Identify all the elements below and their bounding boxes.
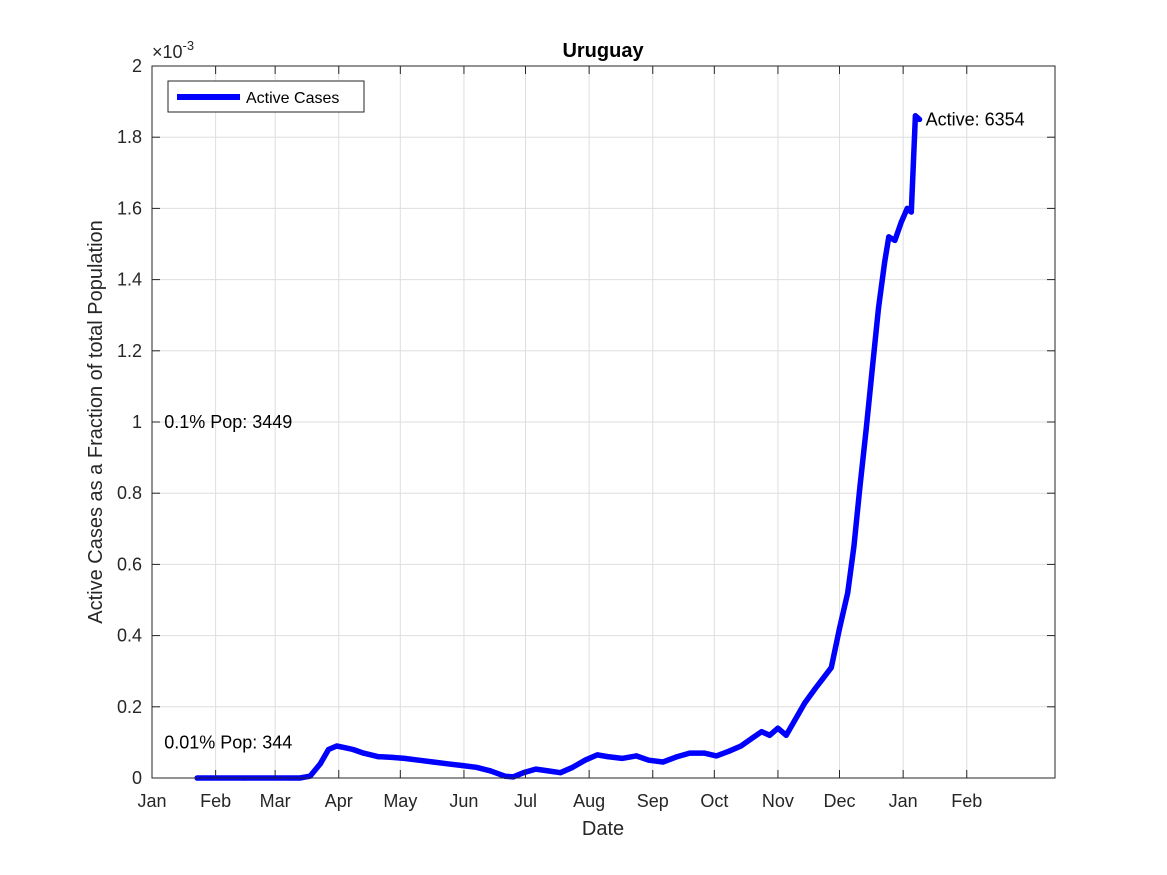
legend-label-active-cases: Active Cases bbox=[246, 90, 339, 107]
x-tick-label: Feb bbox=[200, 791, 231, 811]
data-point bbox=[802, 700, 808, 706]
data-point bbox=[360, 750, 366, 756]
data-point bbox=[619, 755, 625, 762]
data-point bbox=[863, 426, 869, 432]
x-tick-label: Jan bbox=[137, 791, 166, 811]
x-tick-label: Nov bbox=[762, 791, 794, 811]
data-point bbox=[738, 743, 744, 749]
annotation-label: 0.1% Pop: 3449 bbox=[164, 412, 292, 432]
x-tick-label: Jul bbox=[514, 791, 537, 811]
data-point bbox=[350, 746, 356, 753]
data-point bbox=[820, 675, 826, 681]
data-point bbox=[545, 768, 551, 774]
x-tick-label: Aug bbox=[573, 791, 605, 811]
data-point bbox=[430, 759, 436, 765]
y-tick-labels: 0 0.2 0.4 0.6 0.8 1 1.2 1.4 1.6 1.8 2 bbox=[117, 56, 142, 788]
data-point bbox=[674, 754, 681, 760]
data-point bbox=[857, 483, 863, 489]
data-point bbox=[892, 237, 898, 243]
x-tick-label: Oct bbox=[700, 791, 728, 811]
data-point bbox=[317, 761, 323, 767]
data-point bbox=[646, 757, 652, 763]
data-point bbox=[444, 761, 451, 767]
annotations: Active: 6354 0.1% Pop: 3449 0.01% Pop: 344 bbox=[164, 109, 1024, 752]
data-point bbox=[886, 234, 892, 240]
data-point bbox=[557, 770, 564, 776]
data-point bbox=[473, 764, 479, 770]
data-point bbox=[334, 743, 340, 749]
x-axis-label: Date bbox=[582, 818, 624, 840]
data-point bbox=[898, 220, 904, 226]
x-tick-labels: Jan Feb Mar Apr May Jun Jul Aug Sep Oct Nov Dec Jan F… bbox=[137, 791, 982, 811]
x-tick-label: Jan bbox=[889, 791, 918, 811]
x-tick-label: Apr bbox=[325, 791, 353, 811]
legend: Active Cases bbox=[167, 80, 365, 113]
x-tick-label: Mar bbox=[260, 791, 291, 811]
data-point bbox=[660, 759, 666, 765]
data-point bbox=[510, 774, 516, 780]
data-point bbox=[812, 686, 818, 692]
data-point bbox=[605, 754, 611, 760]
data-point bbox=[459, 762, 465, 769]
y-tick-label: 0.8 bbox=[117, 483, 142, 503]
data-point bbox=[520, 770, 527, 776]
data-point bbox=[916, 116, 923, 122]
data-point bbox=[767, 732, 773, 738]
chart-title: Uruguay bbox=[562, 40, 644, 62]
y-tick-label: 1 bbox=[132, 412, 142, 432]
y-tick-label: 1.6 bbox=[117, 198, 142, 218]
data-point bbox=[375, 754, 381, 760]
data-point bbox=[908, 209, 914, 215]
data-point bbox=[836, 625, 843, 632]
data-point bbox=[342, 745, 348, 751]
data-point bbox=[701, 750, 707, 756]
y-tick-label: 1.8 bbox=[117, 127, 142, 147]
data-point bbox=[416, 757, 422, 763]
data-point bbox=[882, 259, 888, 265]
y-tick-label: 0.6 bbox=[117, 554, 142, 574]
data-point bbox=[869, 366, 875, 372]
x-tick-label: May bbox=[383, 791, 417, 811]
data-point bbox=[533, 766, 539, 772]
data-point bbox=[633, 753, 639, 759]
y-axis-label: Active Cases as a Fraction of total Popu… bbox=[85, 220, 107, 624]
data-point bbox=[783, 732, 789, 738]
data-point bbox=[748, 736, 754, 742]
y-exponent-label: ×10-3 bbox=[152, 38, 194, 62]
ticks bbox=[151, 65, 1055, 779]
data-point bbox=[791, 718, 798, 724]
y-tick-label: 0.2 bbox=[117, 697, 142, 717]
annotation-label: Active: 6354 bbox=[926, 109, 1025, 129]
data-point bbox=[582, 757, 588, 763]
data-point bbox=[758, 729, 765, 735]
y-tick-label: 2 bbox=[132, 56, 142, 76]
x-tick-label: Feb bbox=[951, 791, 982, 811]
y-tick-label: 0.4 bbox=[117, 626, 142, 646]
data-point bbox=[845, 590, 851, 596]
series-layer bbox=[194, 113, 923, 781]
data-point bbox=[488, 768, 494, 774]
data-point bbox=[594, 752, 600, 758]
annotation-label: 0.01% Pop: 344 bbox=[164, 732, 292, 752]
data-point bbox=[570, 764, 576, 770]
data-point bbox=[904, 205, 910, 211]
data-point bbox=[775, 725, 781, 731]
data-point bbox=[828, 665, 834, 671]
data-point bbox=[912, 113, 919, 119]
data-point bbox=[713, 753, 720, 759]
y-tick-label: 1.4 bbox=[117, 270, 142, 290]
data-point bbox=[325, 746, 332, 753]
x-tick-label: Dec bbox=[824, 791, 856, 811]
data-point bbox=[389, 754, 395, 761]
data-point bbox=[851, 544, 857, 550]
y-tick-label: 1.2 bbox=[117, 341, 142, 361]
data-point bbox=[875, 305, 882, 311]
x-tick-label: Jun bbox=[449, 791, 478, 811]
x-tick-label: Sep bbox=[637, 791, 669, 811]
y-tick-label: 0 bbox=[132, 768, 142, 788]
data-point bbox=[726, 748, 732, 754]
data-point bbox=[401, 755, 407, 762]
data-point bbox=[687, 750, 693, 756]
